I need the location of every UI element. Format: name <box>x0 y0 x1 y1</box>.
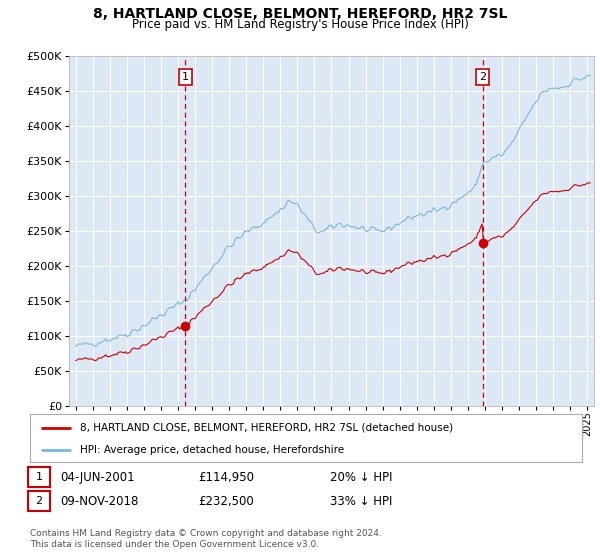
Text: 2: 2 <box>35 496 43 506</box>
Text: £114,950: £114,950 <box>198 470 254 484</box>
Text: 20% ↓ HPI: 20% ↓ HPI <box>330 470 392 484</box>
Text: HPI: Average price, detached house, Herefordshire: HPI: Average price, detached house, Here… <box>80 445 344 455</box>
Text: Contains HM Land Registry data © Crown copyright and database right 2024.
This d: Contains HM Land Registry data © Crown c… <box>30 529 382 549</box>
Text: 09-NOV-2018: 09-NOV-2018 <box>60 494 139 508</box>
Text: 8, HARTLAND CLOSE, BELMONT, HEREFORD, HR2 7SL (detached house): 8, HARTLAND CLOSE, BELMONT, HEREFORD, HR… <box>80 423 453 433</box>
Text: 33% ↓ HPI: 33% ↓ HPI <box>330 494 392 508</box>
Text: 04-JUN-2001: 04-JUN-2001 <box>60 470 134 484</box>
Text: £232,500: £232,500 <box>198 494 254 508</box>
Text: 1: 1 <box>182 72 189 82</box>
Text: 8, HARTLAND CLOSE, BELMONT, HEREFORD, HR2 7SL: 8, HARTLAND CLOSE, BELMONT, HEREFORD, HR… <box>93 7 507 21</box>
Text: 2: 2 <box>479 72 486 82</box>
Text: Price paid vs. HM Land Registry's House Price Index (HPI): Price paid vs. HM Land Registry's House … <box>131 18 469 31</box>
Text: 1: 1 <box>35 472 43 482</box>
